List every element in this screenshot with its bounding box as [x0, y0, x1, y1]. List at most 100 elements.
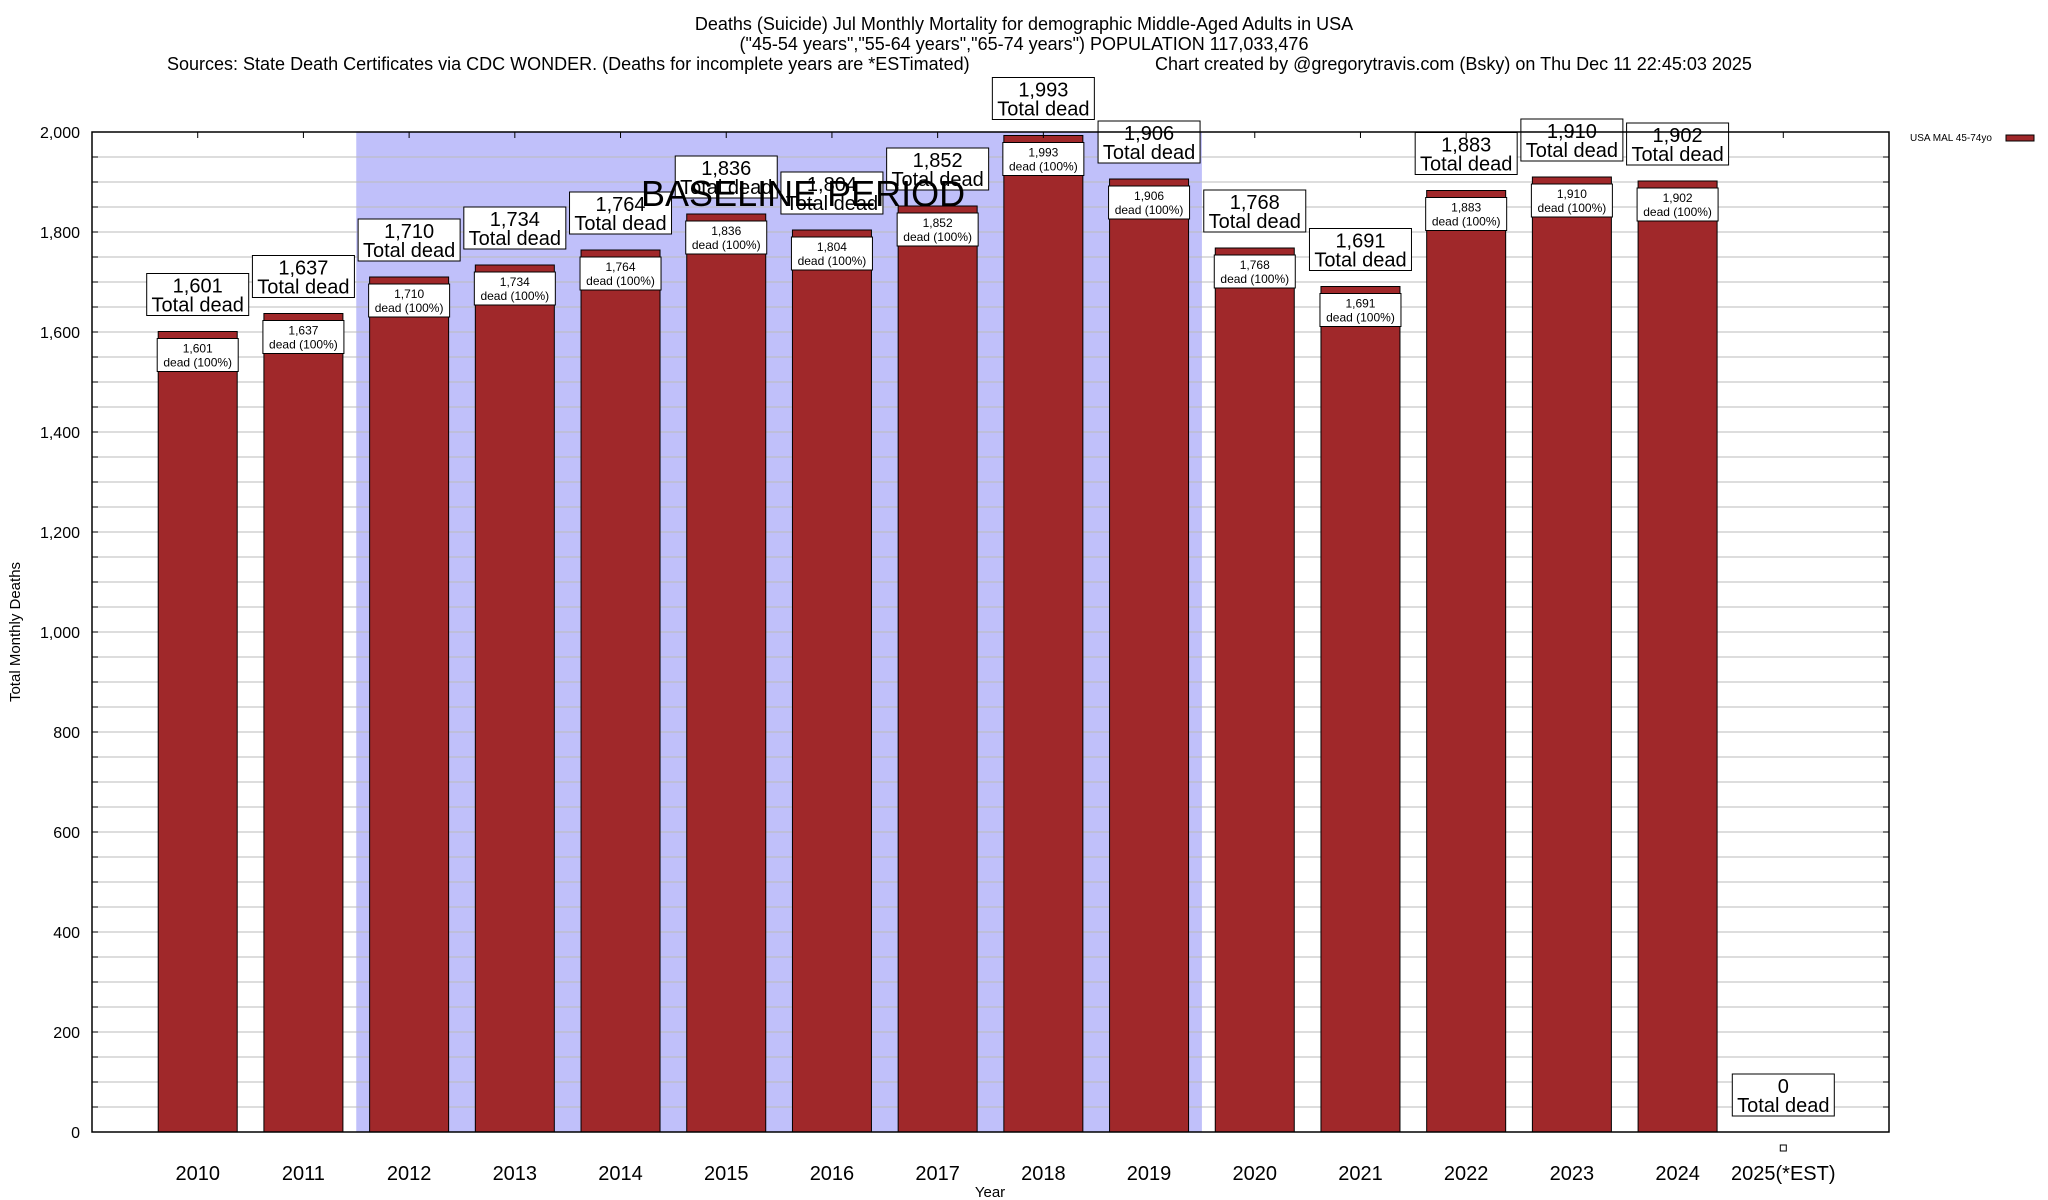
total-dead-label: Total dead — [1526, 140, 1618, 162]
inner-value-label: 1,601 — [183, 342, 213, 356]
x-tick-label: 2023 — [1550, 1163, 1595, 1185]
legend-label: USA MAL 45-74yo — [1910, 133, 1992, 144]
bar — [1003, 135, 1084, 1133]
x-tick-label: 2015 — [704, 1163, 749, 1185]
inner-label-box — [1213, 254, 1296, 289]
inner-value-label: 1,710 — [394, 287, 424, 301]
inner-percent-label: dead (100%) — [480, 289, 549, 303]
y-tick-label: 200 — [53, 1025, 80, 1042]
total-value-label: 1,836 — [701, 158, 751, 180]
inner-percent-label: dead (100%) — [1009, 160, 1078, 174]
chart-subtitle: ("45-54 years","55-64 years","65-74 year… — [739, 34, 1309, 54]
inner-label-box — [579, 256, 662, 291]
total-dead-label: Total dead — [574, 213, 666, 235]
inner-value-label: 1,993 — [1028, 146, 1058, 160]
total-dead-label: Total dead — [363, 240, 455, 262]
inner-percent-label: dead (100%) — [1432, 215, 1501, 229]
inner-label-box — [156, 338, 239, 372]
total-label-box — [886, 147, 990, 191]
total-value-label: 1,734 — [490, 209, 540, 231]
y-tick-label: 800 — [53, 725, 80, 742]
y-tick-label: 1,400 — [40, 425, 80, 442]
inner-percent-label: dead (100%) — [903, 230, 972, 244]
inner-value-label: 1,902 — [1663, 191, 1693, 205]
inner-value-label: 1,734 — [500, 275, 530, 289]
inner-label-box — [1108, 185, 1191, 220]
total-value-label: 1,601 — [173, 276, 223, 298]
x-tick-label: 2019 — [1127, 1163, 1172, 1185]
y-tick-label: 1,600 — [40, 325, 80, 342]
inner-label-box — [1319, 293, 1402, 327]
total-value-label: 1,764 — [595, 194, 645, 216]
total-dead-label: Total dead — [469, 228, 561, 250]
inner-percent-label: dead (100%) — [586, 274, 655, 288]
total-dead-label: Total dead — [1631, 144, 1723, 166]
total-dead-label: Total dead — [786, 193, 878, 215]
inner-label-box — [1530, 183, 1613, 218]
bar — [1320, 286, 1401, 1133]
total-label-box — [146, 273, 250, 316]
y-tick-label: 600 — [53, 825, 80, 842]
chart-title: Deaths (Suicide) Jul Monthly Mortality f… — [694, 14, 1354, 34]
total-value-label: 1,637 — [278, 258, 328, 280]
total-label-box — [991, 77, 1095, 120]
y-tick-label: 0 — [71, 1125, 80, 1142]
total-label-box — [780, 171, 884, 215]
inner-label-box — [368, 283, 451, 318]
y-tick-label: 400 — [53, 925, 80, 942]
total-label-box — [1308, 228, 1412, 271]
total-value-label: 0 — [1778, 1076, 1789, 1098]
y-tick-label: 1,000 — [40, 625, 80, 642]
inner-value-label: 1,910 — [1557, 187, 1587, 201]
total-dead-label: Total dead — [891, 169, 983, 191]
x-tick-label: 2025(*EST) — [1731, 1163, 1836, 1185]
bar — [263, 313, 344, 1133]
total-label-box — [463, 206, 567, 250]
inner-value-label: 1,836 — [711, 224, 741, 238]
total-dead-label: Total dead — [257, 277, 349, 299]
total-label-box — [1414, 132, 1518, 175]
x-tick-label: 2013 — [493, 1163, 538, 1185]
inner-label-box — [685, 220, 768, 255]
baseline-period-label: BASELINE PERIOD — [641, 173, 965, 214]
total-dead-label: Total dead — [1314, 250, 1406, 272]
x-tick-label: 2011 — [282, 1163, 325, 1185]
total-label-box — [674, 155, 778, 199]
bar — [1214, 247, 1295, 1133]
total-dead-label: Total dead — [1209, 211, 1301, 233]
inner-label-box — [790, 236, 873, 271]
inner-label-box — [262, 320, 345, 354]
total-label-box — [357, 218, 461, 262]
inner-value-label: 1,906 — [1134, 189, 1164, 203]
total-value-label: 1,993 — [1018, 80, 1068, 102]
inner-value-label: 1,691 — [1345, 297, 1375, 311]
x-tick-label: 2012 — [387, 1163, 432, 1185]
total-value-label: 1,710 — [384, 221, 434, 243]
bar — [369, 276, 450, 1133]
total-label-box — [251, 255, 355, 298]
total-dead-label: Total dead — [680, 177, 772, 199]
x-tick-label: 2024 — [1655, 1163, 1700, 1185]
inner-value-label: 1,637 — [288, 324, 318, 338]
bar — [686, 213, 767, 1133]
chart-credit: Chart created by @gregorytravis.com (Bsk… — [1155, 54, 1752, 74]
total-dead-label: Total dead — [152, 295, 244, 317]
inner-value-label: 1,768 — [1240, 258, 1270, 272]
chart-sources: Sources: State Death Certificates via CD… — [167, 54, 970, 74]
y-tick-label: 2,000 — [40, 125, 80, 142]
x-tick-label: 2018 — [1021, 1163, 1066, 1185]
inner-percent-label: dead (100%) — [375, 301, 444, 315]
inner-percent-label: dead (100%) — [1538, 201, 1607, 215]
inner-value-label: 1,852 — [923, 216, 953, 230]
inner-label-box — [473, 271, 556, 306]
total-label-box — [1203, 189, 1307, 233]
x-tick-label: 2016 — [810, 1163, 855, 1185]
bar — [474, 264, 555, 1133]
inner-percent-label: dead (100%) — [798, 254, 867, 268]
total-value-label: 1,768 — [1230, 192, 1280, 214]
inner-percent-label: dead (100%) — [269, 338, 338, 352]
x-tick-label: 2014 — [598, 1163, 643, 1185]
inner-percent-label: dead (100%) — [692, 238, 761, 252]
x-tick-label: 2017 — [915, 1163, 960, 1185]
